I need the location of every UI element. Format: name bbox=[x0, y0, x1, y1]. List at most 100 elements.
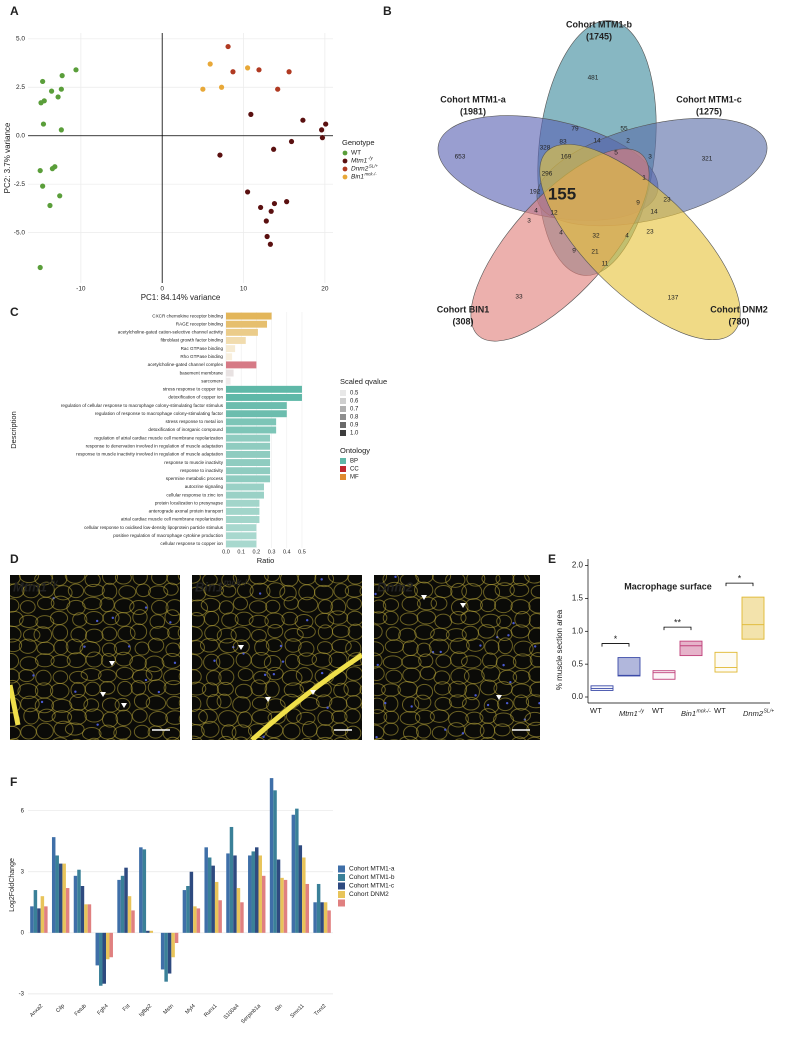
point bbox=[258, 204, 264, 211]
fiber bbox=[114, 697, 131, 712]
region-count: 14 bbox=[650, 209, 658, 216]
category-label: cellular response to copper ion bbox=[160, 541, 223, 546]
fiber bbox=[345, 640, 362, 657]
bar bbox=[261, 875, 266, 933]
fiber bbox=[162, 726, 180, 740]
legend-label: 0.7 bbox=[350, 407, 359, 413]
nucleus bbox=[320, 578, 323, 581]
fiber bbox=[483, 698, 500, 714]
legend-swatch bbox=[340, 398, 346, 404]
fiber bbox=[10, 738, 20, 740]
fiber bbox=[463, 668, 485, 685]
x-tick-label: Fst bbox=[122, 1003, 132, 1013]
x-tick-label: 0.2 bbox=[253, 549, 261, 555]
bar bbox=[65, 888, 70, 933]
box bbox=[652, 670, 676, 680]
fiber bbox=[249, 582, 271, 600]
arrowhead bbox=[238, 645, 244, 650]
point bbox=[264, 233, 270, 240]
fiber bbox=[101, 626, 118, 642]
region-count: 33 bbox=[515, 294, 523, 301]
fiber bbox=[344, 725, 362, 740]
fiber bbox=[465, 711, 484, 725]
fiber bbox=[493, 723, 511, 737]
bar bbox=[211, 865, 215, 933]
fiber bbox=[178, 641, 180, 650]
fiber bbox=[419, 739, 429, 740]
image-background bbox=[10, 575, 180, 740]
fiber bbox=[382, 610, 399, 626]
image-label-sup: -/y bbox=[47, 577, 58, 587]
region-count: 169 bbox=[561, 154, 572, 161]
fiber bbox=[512, 575, 530, 587]
bar bbox=[226, 312, 272, 320]
fiber bbox=[101, 642, 117, 657]
fiber bbox=[147, 637, 165, 653]
fiber bbox=[231, 724, 252, 740]
nucleus bbox=[502, 663, 505, 667]
fiber bbox=[525, 694, 540, 709]
region-count: 4 bbox=[559, 230, 563, 237]
image-label: Dnm2 bbox=[377, 579, 414, 594]
significance-label: ** bbox=[674, 618, 682, 628]
x-tick-label: Bin1 bbox=[681, 709, 696, 718]
fiber bbox=[415, 683, 434, 700]
fiber bbox=[346, 596, 362, 611]
fiber bbox=[208, 739, 215, 740]
fiber bbox=[328, 575, 349, 584]
nucleus bbox=[512, 621, 515, 625]
fiber bbox=[35, 669, 52, 686]
fiber bbox=[466, 739, 476, 740]
point bbox=[271, 146, 277, 152]
fiber bbox=[237, 711, 253, 728]
fiber bbox=[163, 680, 180, 696]
fiber bbox=[10, 583, 25, 599]
fiber bbox=[495, 575, 515, 587]
bar bbox=[316, 883, 321, 933]
fiber bbox=[117, 625, 136, 642]
image-label: Bin1 bbox=[195, 579, 223, 594]
bar bbox=[229, 826, 234, 933]
y-tick-label: 2.5 bbox=[16, 84, 25, 91]
fiber bbox=[192, 735, 203, 740]
bar bbox=[102, 932, 106, 984]
fiber bbox=[230, 626, 251, 643]
legend-label: 0.5 bbox=[350, 391, 359, 397]
fiber bbox=[80, 667, 102, 682]
x-tick-label: 0.4 bbox=[283, 549, 291, 555]
fiber bbox=[524, 711, 540, 726]
fiber bbox=[296, 711, 316, 725]
fiber bbox=[192, 626, 203, 641]
nucleus bbox=[439, 650, 442, 654]
fiber bbox=[284, 653, 301, 670]
fiber bbox=[513, 640, 534, 657]
y-axis-label: Log2FoldChange bbox=[9, 858, 16, 912]
bar bbox=[226, 475, 271, 483]
legend-label: Dnm2 bbox=[351, 166, 369, 173]
fiber bbox=[317, 736, 334, 740]
x-tick-label: Dnm2 bbox=[743, 709, 764, 718]
legend-swatch bbox=[340, 430, 346, 436]
category-label: spermine metabolic process bbox=[166, 476, 224, 481]
fiber bbox=[464, 722, 485, 739]
fiber bbox=[327, 610, 349, 625]
fiber bbox=[216, 627, 237, 644]
bar bbox=[214, 881, 219, 933]
fiber bbox=[218, 600, 234, 615]
fiber bbox=[281, 669, 303, 686]
fiber bbox=[416, 642, 432, 657]
nucleus bbox=[95, 619, 99, 623]
fiber bbox=[201, 682, 219, 698]
region-count: 137 bbox=[668, 295, 679, 302]
fiber bbox=[450, 651, 468, 668]
fiber bbox=[218, 710, 238, 727]
region-count: 192 bbox=[530, 189, 541, 196]
legend-label: WT bbox=[351, 150, 361, 157]
bar bbox=[139, 847, 143, 933]
fiber bbox=[279, 584, 297, 602]
fiber bbox=[448, 694, 467, 709]
fiber bbox=[133, 693, 151, 709]
fiber bbox=[35, 615, 55, 629]
x-tick-label: Sln bbox=[274, 1003, 284, 1013]
